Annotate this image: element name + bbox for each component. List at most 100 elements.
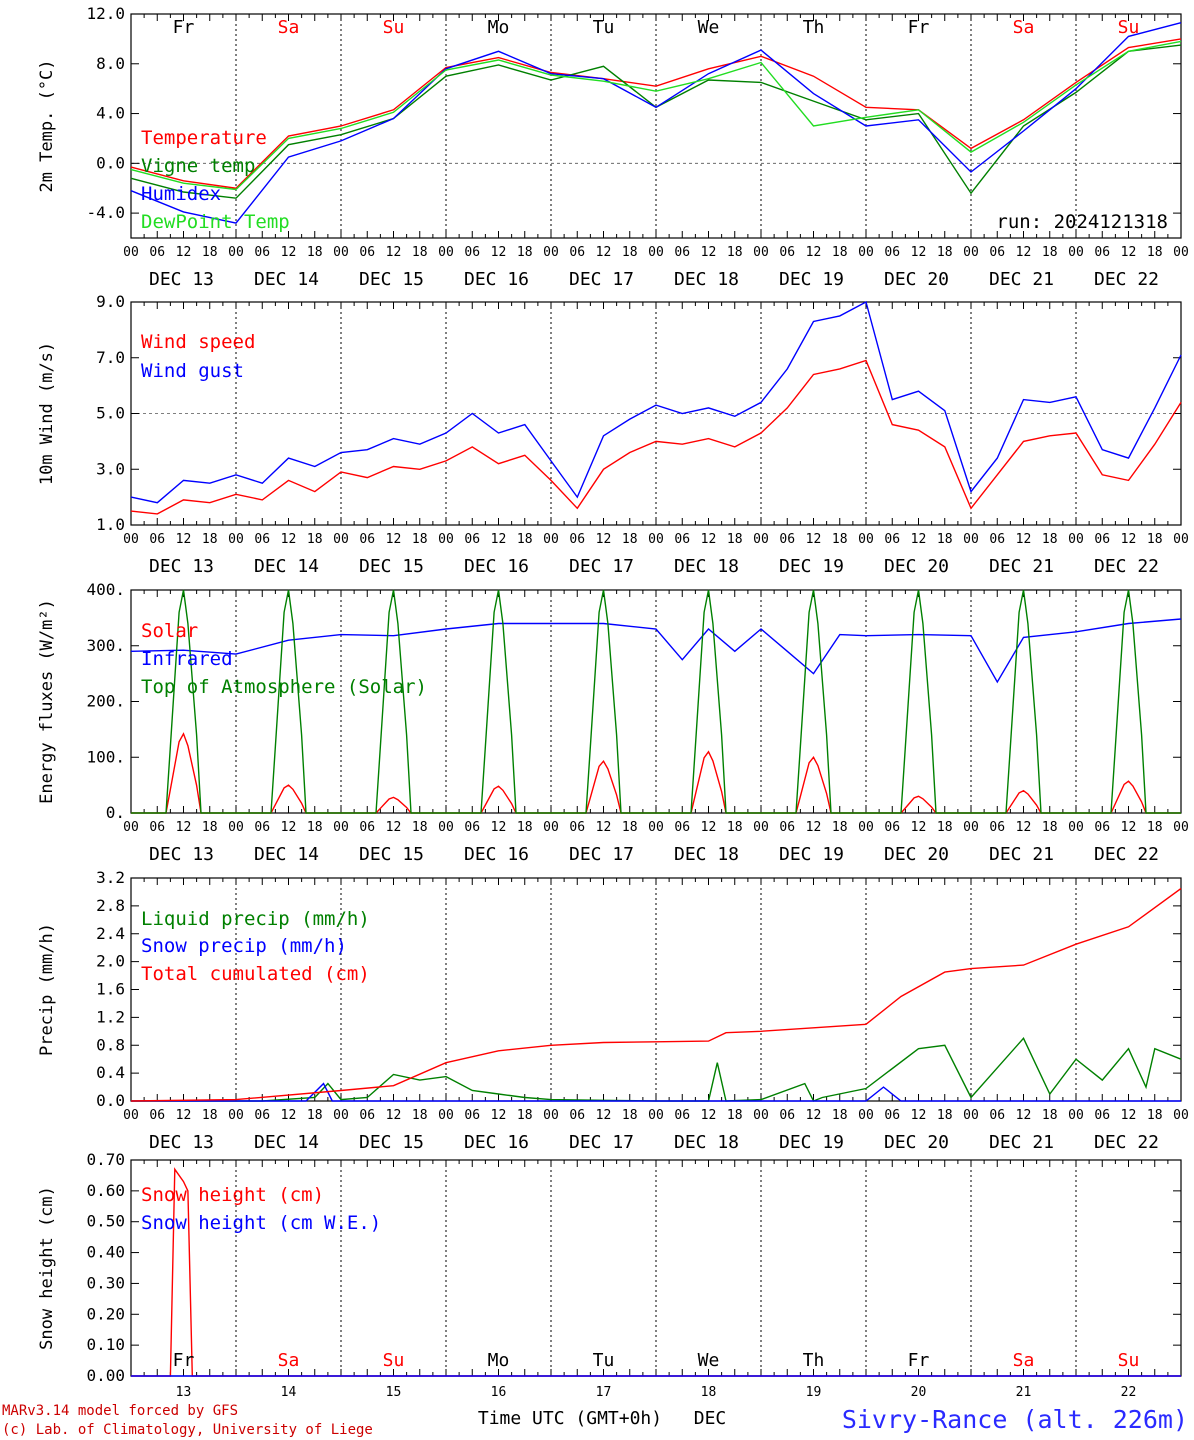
hour-tick-label: 18 — [412, 532, 428, 547]
hour-tick-label: 00 — [438, 820, 454, 835]
hour-tick-label: 06 — [569, 1108, 585, 1123]
hour-tick-label: 00 — [228, 820, 244, 835]
day-number-label: 15 — [386, 1385, 402, 1400]
hour-tick-label: 00 — [123, 532, 139, 547]
series-line — [130, 887, 1182, 1102]
hour-tick-label: 06 — [254, 532, 270, 547]
hour-tick-label: 00 — [123, 1108, 139, 1123]
day-label: DEC 16 — [464, 269, 529, 290]
day-number-label: 13 — [176, 1385, 192, 1400]
hour-tick-label: 18 — [832, 820, 848, 835]
hour-tick-label: 18 — [1147, 1108, 1163, 1123]
hour-tick-label: 06 — [674, 1108, 690, 1123]
hour-tick-label: 06 — [569, 532, 585, 547]
y-tick-label: 0.8 — [96, 1035, 125, 1054]
hour-tick-label: 12 — [386, 532, 402, 547]
hour-tick-label: 06 — [884, 1108, 900, 1123]
y-tick-label: 3.2 — [96, 868, 125, 887]
day-label: DEC 16 — [464, 844, 529, 865]
month-label: DEC — [694, 1408, 727, 1429]
y-tick-label: 0.70 — [86, 1150, 125, 1169]
model-credit: MARv3.14 model forced by GFS — [2, 1403, 238, 1419]
day-number-label: 22 — [1121, 1385, 1137, 1400]
day-label: DEC 13 — [149, 1132, 214, 1153]
hour-tick-label: 00 — [228, 1108, 244, 1123]
hour-tick-label: 06 — [989, 820, 1005, 835]
day-number-label: 21 — [1016, 1385, 1032, 1400]
hour-tick-label: 12 — [281, 820, 297, 835]
day-label: DEC 16 — [464, 556, 529, 577]
hour-tick-label: 18 — [517, 1108, 533, 1123]
hour-tick-label: 12 — [596, 1108, 612, 1123]
hour-tick-label: 06 — [674, 532, 690, 547]
series-line — [130, 22, 1182, 224]
series-line — [130, 300, 1182, 504]
hour-tick-label: 00 — [648, 532, 664, 547]
hour-tick-label: 00 — [543, 1108, 559, 1123]
y-tick-label: 5.0 — [96, 404, 125, 423]
weekday-label: Tu — [593, 1350, 615, 1371]
hour-tick-label: 00 — [963, 820, 979, 835]
hour-tick-label: 06 — [674, 245, 690, 260]
hour-tick-label: 06 — [884, 820, 900, 835]
hour-tick-label: 06 — [254, 820, 270, 835]
hour-tick-label: 06 — [779, 245, 795, 260]
day-label: DEC 21 — [989, 1132, 1054, 1153]
day-label: DEC 13 — [149, 269, 214, 290]
hour-tick-label: 06 — [1094, 532, 1110, 547]
hour-tick-label: 12 — [491, 820, 507, 835]
y-tick-label: 0. — [106, 803, 125, 822]
weekday-label: Mo — [488, 17, 510, 38]
hour-tick-label: 00 — [648, 820, 664, 835]
hour-tick-label: 06 — [359, 820, 375, 835]
hour-tick-label: 18 — [1147, 245, 1163, 260]
hour-tick-label: 18 — [832, 532, 848, 547]
hour-tick-label: 18 — [727, 245, 743, 260]
legend-entry: Humidex — [141, 183, 221, 205]
hour-tick-label: 00 — [543, 245, 559, 260]
hour-tick-label: 12 — [386, 820, 402, 835]
hour-tick-label: 12 — [701, 532, 717, 547]
weekday-label: Su — [1118, 17, 1140, 38]
hour-tick-label: 18 — [937, 1108, 953, 1123]
hour-tick-label: 12 — [596, 820, 612, 835]
y-tick-label: 9.0 — [96, 292, 125, 311]
series-line — [131, 589, 1181, 814]
hour-tick-label: 06 — [359, 532, 375, 547]
hour-tick-label: 06 — [569, 245, 585, 260]
legend-entry: Snow precip (mm/h) — [141, 935, 347, 957]
hour-tick-label: 12 — [281, 245, 297, 260]
hour-tick-label: 00 — [963, 532, 979, 547]
day-label: DEC 21 — [989, 556, 1054, 577]
y-tick-label: 0.0 — [96, 1091, 125, 1110]
weekday-label: Sa — [278, 1350, 300, 1371]
hour-tick-label: 12 — [281, 1108, 297, 1123]
series-line — [130, 38, 1182, 189]
day-label: DEC 18 — [674, 1132, 739, 1153]
hour-tick-label: 00 — [1068, 820, 1084, 835]
y-tick-label: 8.0 — [96, 54, 125, 73]
hour-tick-label: 12 — [1121, 820, 1137, 835]
day-label: DEC 21 — [989, 844, 1054, 865]
hour-tick-label: 18 — [517, 532, 533, 547]
day-label: DEC 19 — [779, 844, 844, 865]
day-label: DEC 19 — [779, 556, 844, 577]
y-tick-label: 1.2 — [96, 1007, 125, 1026]
y-axis-label: 10m Wind (m/s) — [37, 342, 57, 485]
day-label: DEC 20 — [884, 844, 949, 865]
hour-tick-label: 06 — [149, 532, 165, 547]
day-label: DEC 20 — [884, 1132, 949, 1153]
hour-tick-label: 12 — [911, 245, 927, 260]
hour-tick-label: 12 — [911, 820, 927, 835]
lab-credit: (c) Lab. of Climatology, University of L… — [2, 1422, 373, 1438]
y-tick-label: 400. — [86, 580, 125, 599]
day-label: DEC 13 — [149, 844, 214, 865]
hour-tick-label: 18 — [412, 245, 428, 260]
y-tick-label: 2.0 — [96, 952, 125, 971]
hour-tick-label: 12 — [911, 532, 927, 547]
legend-entry: Wind speed — [141, 331, 255, 353]
legend-entry: Wind gust — [141, 360, 244, 382]
hour-tick-label: 18 — [937, 532, 953, 547]
hour-tick-label: 12 — [596, 245, 612, 260]
hour-tick-label: 12 — [806, 1108, 822, 1123]
